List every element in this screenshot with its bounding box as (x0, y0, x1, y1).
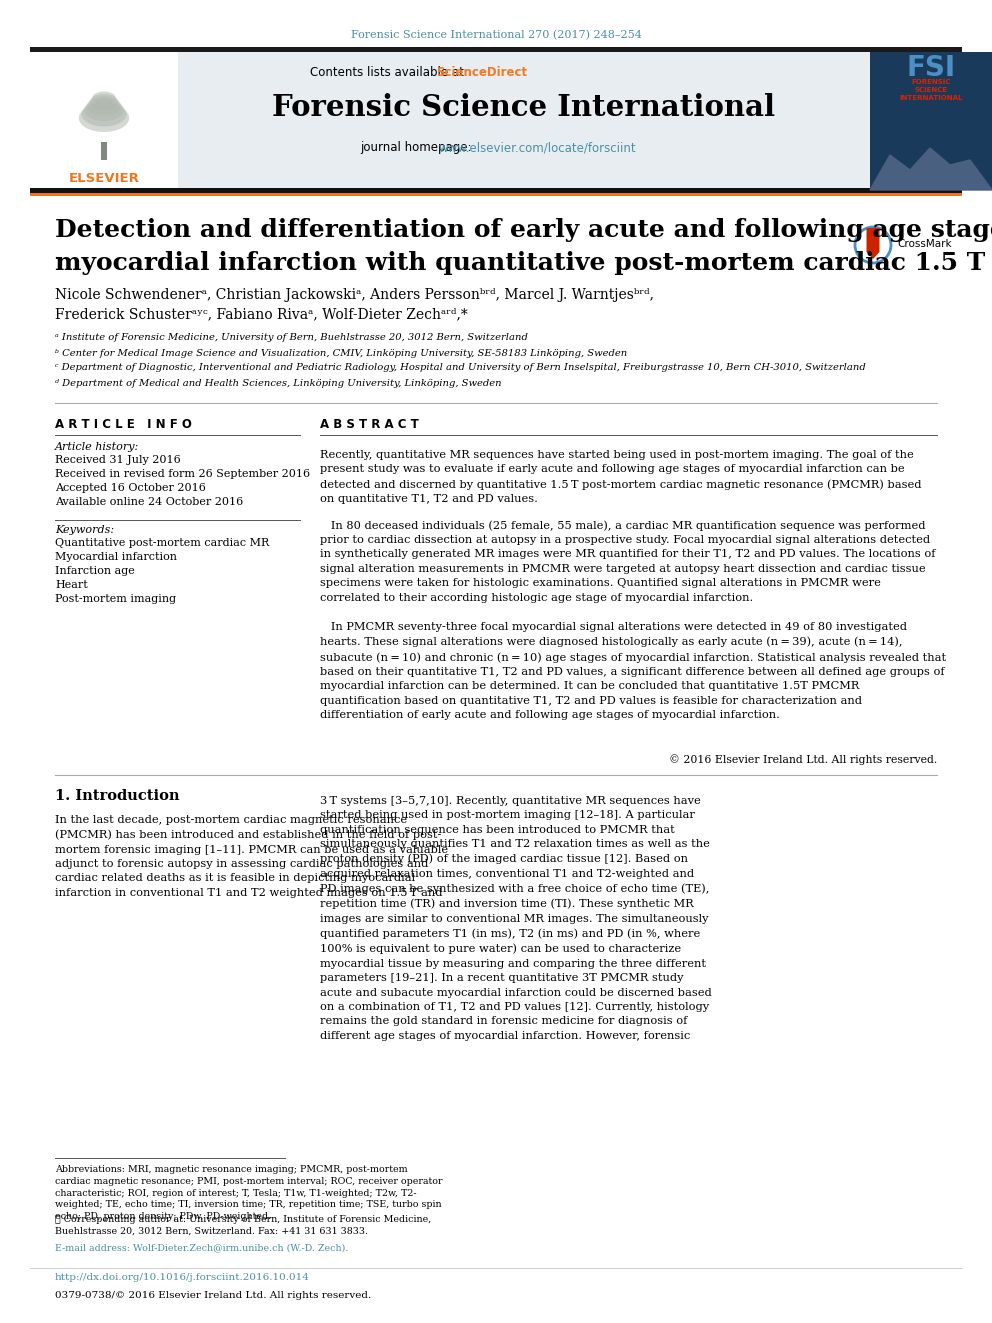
Bar (178, 52, 870, 191)
Text: 3 T systems [3–5,7,10]. Recently, quantitative MR sequences have
started being u: 3 T systems [3–5,7,10]. Recently, quanti… (320, 796, 711, 1041)
Text: Detection and differentiation of early acute and following age stages of: Detection and differentiation of early a… (55, 218, 992, 242)
Bar (870, 52, 992, 191)
Bar (30, 193, 962, 196)
Text: Forensic Science International: Forensic Science International (273, 94, 776, 123)
Text: Frederick Schusterᵃʸᶜ, Fabiano Rivaᵃ, Wolf-Dieter Zechᵃʳᵈ,*: Frederick Schusterᵃʸᶜ, Fabiano Rivaᵃ, Wo… (55, 307, 468, 321)
Text: ELSEVIER: ELSEVIER (68, 172, 140, 184)
Text: Keywords:: Keywords: (55, 525, 114, 534)
Text: 0379-0738/© 2016 Elsevier Ireland Ltd. All rights reserved.: 0379-0738/© 2016 Elsevier Ireland Ltd. A… (55, 1290, 371, 1299)
Polygon shape (870, 148, 992, 191)
Text: In the last decade, post-mortem cardiac magnetic resonance
(PMCMR) has been intr: In the last decade, post-mortem cardiac … (55, 815, 448, 898)
Text: ScienceDirect: ScienceDirect (436, 66, 528, 79)
Bar (101, 142, 107, 160)
Text: Available online 24 October 2016: Available online 24 October 2016 (55, 497, 243, 507)
Text: In PMCMR seventy-three focal myocardial signal alterations were detected in 49 o: In PMCMR seventy-three focal myocardial … (320, 622, 946, 720)
Circle shape (855, 228, 891, 263)
Text: myocardial infarction with quantitative post-mortem cardiac 1.5 T MR: myocardial infarction with quantitative … (55, 251, 992, 275)
Text: A R T I C L E   I N F O: A R T I C L E I N F O (55, 418, 191, 431)
Text: Article history:: Article history: (55, 442, 139, 452)
Text: Nicole Schwendenerᵃ, Christian Jackowskiᵃ, Anders Perssonᵇʳᵈ, Marcel J. Warntjes: Nicole Schwendenerᵃ, Christian Jackowski… (55, 288, 654, 302)
Bar (30, 52, 178, 191)
Text: Abbreviations: MRI, magnetic resonance imaging; PMCMR, post-mortem
cardiac magne: Abbreviations: MRI, magnetic resonance i… (55, 1166, 442, 1221)
Text: ★ Corresponding author at: University of Bern, Institute of Forensic Medicine,
B: ★ Corresponding author at: University of… (55, 1215, 432, 1236)
Text: ᵈ Department of Medical and Health Sciences, Linköping University, Linköping, Sw: ᵈ Department of Medical and Health Scien… (55, 378, 502, 388)
Ellipse shape (81, 102, 127, 127)
Text: In 80 deceased individuals (25 female, 55 male), a cardiac MR quantification seq: In 80 deceased individuals (25 female, 5… (320, 520, 935, 602)
Text: Forensic Science International 270 (2017) 248–254: Forensic Science International 270 (2017… (350, 30, 642, 40)
Text: FORENSIC
SCIENCE
INTERNATIONAL: FORENSIC SCIENCE INTERNATIONAL (900, 79, 962, 101)
Bar (30, 188, 962, 193)
Text: FSI: FSI (907, 54, 955, 82)
Text: Contents lists available at: Contents lists available at (310, 66, 467, 79)
Text: Accepted 16 October 2016: Accepted 16 October 2016 (55, 483, 206, 493)
Text: http://dx.doi.org/10.1016/j.forsciint.2016.10.014: http://dx.doi.org/10.1016/j.forsciint.20… (55, 1274, 310, 1282)
Text: www.elsevier.com/locate/forsciint: www.elsevier.com/locate/forsciint (438, 142, 636, 155)
Text: A B S T R A C T: A B S T R A C T (320, 418, 419, 431)
Text: Infarction age: Infarction age (55, 566, 135, 576)
Text: Received 31 July 2016: Received 31 July 2016 (55, 455, 181, 464)
Text: Recently, quantitative MR sequences have started being used in post-mortem imagi: Recently, quantitative MR sequences have… (320, 450, 922, 504)
Text: ᵃ Institute of Forensic Medicine, University of Bern, Buehlstrasse 20, 3012 Bern: ᵃ Institute of Forensic Medicine, Univer… (55, 333, 528, 343)
Text: CrossMark: CrossMark (897, 239, 951, 249)
Text: Post-mortem imaging: Post-mortem imaging (55, 594, 177, 605)
Text: Myocardial infarction: Myocardial infarction (55, 552, 177, 562)
Text: journal homepage:: journal homepage: (360, 142, 475, 155)
Text: 1. Introduction: 1. Introduction (55, 789, 180, 803)
Text: ᶜ Department of Diagnostic, Interventional and Pediatric Radiology, Hospital and: ᶜ Department of Diagnostic, Intervention… (55, 364, 866, 373)
Ellipse shape (84, 99, 124, 120)
Text: Received in revised form 26 September 2016: Received in revised form 26 September 20… (55, 468, 310, 479)
Text: ᵇ Center for Medical Image Science and Visualization, CMIV, Linköping University: ᵇ Center for Medical Image Science and V… (55, 348, 627, 357)
Ellipse shape (92, 91, 116, 105)
Ellipse shape (87, 97, 121, 115)
Ellipse shape (78, 105, 129, 132)
Text: Quantitative post-mortem cardiac MR: Quantitative post-mortem cardiac MR (55, 538, 269, 548)
Ellipse shape (89, 94, 118, 110)
FancyArrow shape (866, 228, 880, 259)
Text: E-mail address: Wolf-Dieter.Zech@irm.unibe.ch (W.-D. Zech).: E-mail address: Wolf-Dieter.Zech@irm.uni… (55, 1244, 348, 1252)
Bar (30, 48, 962, 52)
Text: Heart: Heart (55, 579, 87, 590)
Text: © 2016 Elsevier Ireland Ltd. All rights reserved.: © 2016 Elsevier Ireland Ltd. All rights … (669, 754, 937, 766)
